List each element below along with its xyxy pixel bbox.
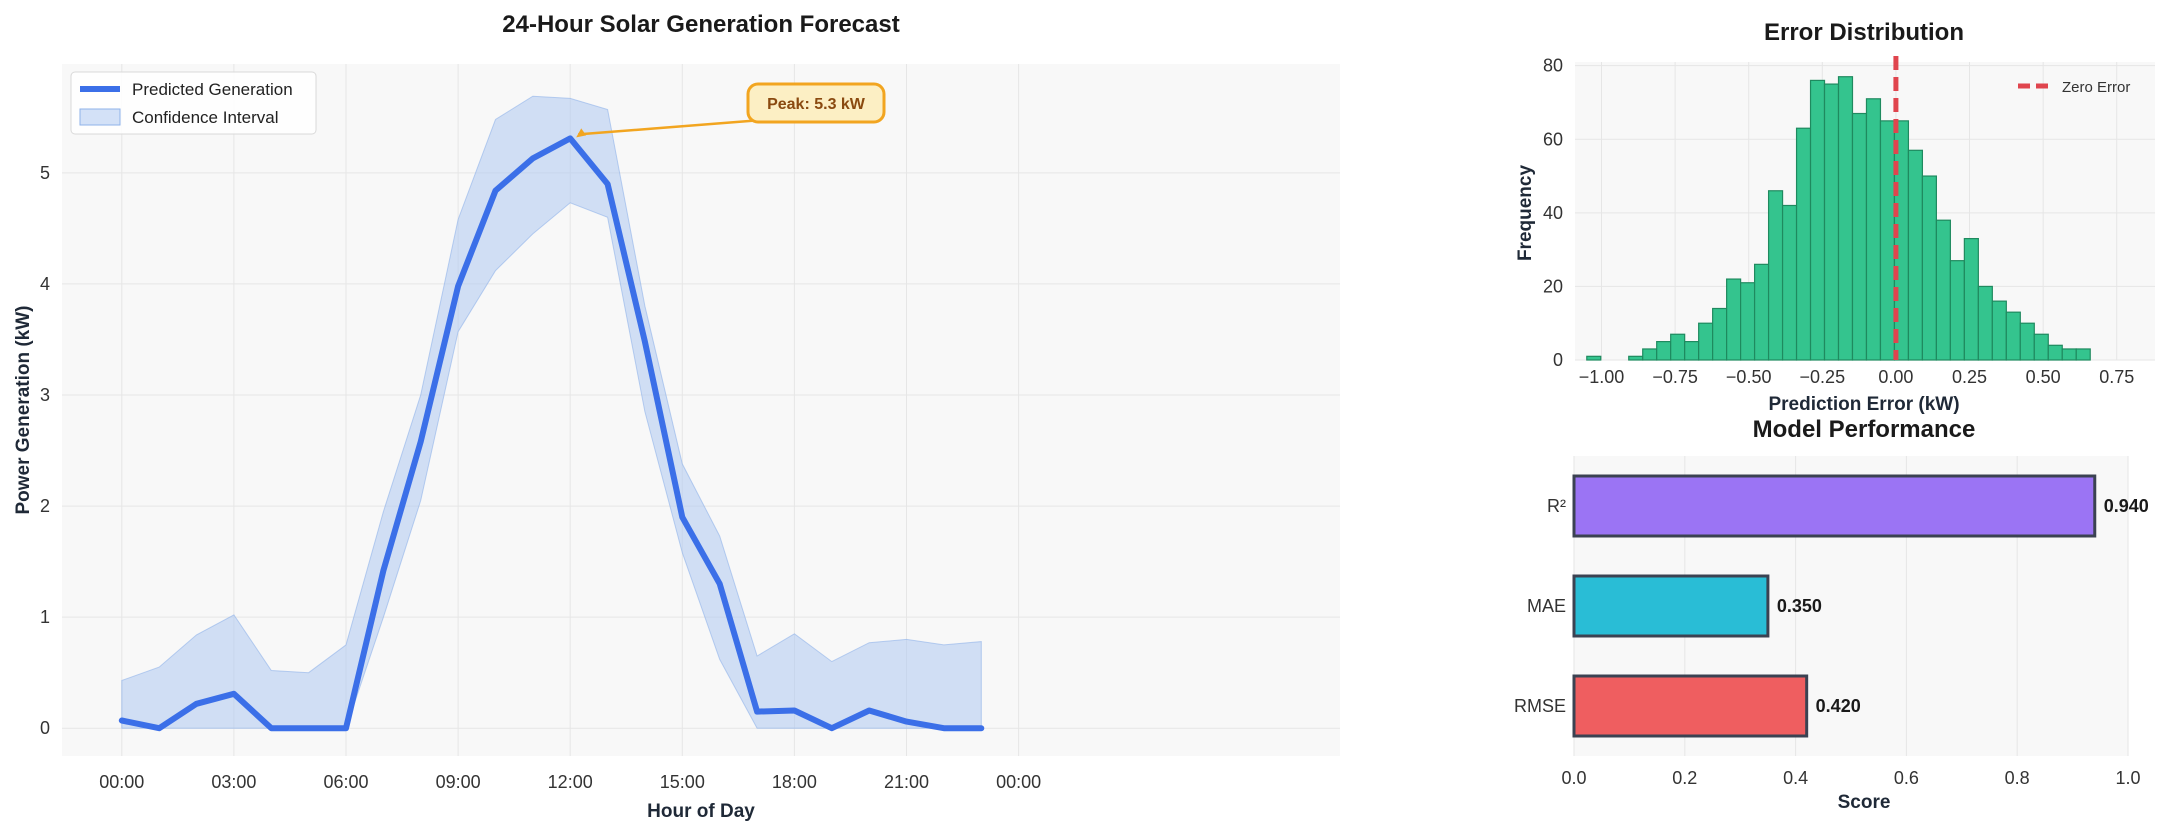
x-tick-label: −0.50	[1726, 367, 1772, 387]
chart-title: Model Performance	[1753, 416, 1976, 443]
histogram-bar	[1712, 307, 1728, 361]
x-tick-label: 0.6	[1894, 768, 1919, 788]
x-tick-label: 0.0	[1561, 768, 1586, 788]
legend-label-confidence: Confidence Interval	[132, 108, 278, 127]
x-tick-label: 09:00	[436, 772, 481, 792]
peak-annotation: Peak: 5.3 kW	[767, 96, 866, 113]
y-axis-label: Power Generation (kW)	[13, 305, 34, 514]
histogram-bar	[1809, 79, 1826, 361]
category-label: R²	[1547, 496, 1566, 516]
histogram-bar	[1698, 322, 1714, 361]
histogram-bar	[1851, 112, 1868, 361]
x-axis-label: Prediction Error (kW)	[1768, 394, 1959, 415]
histogram-bar	[1767, 190, 1784, 361]
annotation-arrow	[578, 118, 763, 136]
x-tick-label: 0.75	[2099, 367, 2134, 387]
y-tick-label: 40	[1543, 203, 1563, 223]
x-tick-label: 0.25	[1952, 367, 1987, 387]
y-tick-label: 4	[40, 274, 50, 294]
histogram-bar	[1823, 83, 1840, 361]
histogram-bar	[2019, 322, 2035, 361]
y-tick-label: 20	[1543, 276, 1563, 296]
y-tick-label: 0	[40, 718, 50, 738]
x-axis-label: Hour of Day	[647, 801, 755, 822]
histogram-bar	[1740, 282, 1756, 361]
histogram-bar	[1921, 175, 1937, 361]
y-tick-label: 5	[40, 163, 50, 183]
histogram-bar	[1781, 204, 1798, 361]
x-tick-label: 21:00	[884, 772, 929, 792]
histogram-bar	[1935, 219, 1951, 361]
histogram-bar	[1991, 300, 2007, 361]
histogram-bar	[1670, 333, 1686, 361]
series-line-predicted	[118, 135, 985, 732]
histogram-bar	[2005, 311, 2021, 361]
annotation-arrowhead	[576, 128, 587, 138]
x-tick-label: −0.75	[1652, 367, 1698, 387]
x-tick-label: 00:00	[996, 772, 1041, 792]
histogram-bar	[1977, 285, 1993, 361]
performance-bar	[1572, 674, 1809, 738]
y-tick-label: 80	[1543, 56, 1563, 76]
y-tick-label: 0	[1553, 350, 1563, 370]
plot-area	[62, 64, 1340, 756]
x-tick-label: 06:00	[323, 772, 368, 792]
histogram-bar	[1586, 355, 1602, 361]
legend-box	[70, 71, 317, 135]
histogram-bar	[1879, 120, 1896, 361]
histogram-bar	[1684, 341, 1700, 361]
histogram-bar	[2047, 344, 2063, 361]
x-tick-label: 0.4	[1783, 768, 1808, 788]
x-tick-label: −0.25	[1800, 367, 1846, 387]
histogram-bar	[1907, 149, 1924, 361]
performance-bar	[1572, 474, 2097, 538]
y-axis-label: Frequency	[1515, 165, 1536, 262]
x-tick-label: 0.50	[2026, 367, 2061, 387]
histogram-bar	[1795, 127, 1812, 361]
histogram-bar	[2061, 348, 2077, 361]
x-tick-label: 1.0	[2115, 768, 2140, 788]
x-tick-label: 03:00	[211, 772, 256, 792]
y-tick-label: 60	[1543, 129, 1563, 149]
histogram-bar	[1963, 237, 1979, 361]
legend-label-predicted: Predicted Generation	[132, 80, 293, 99]
histogram-bar	[1656, 341, 1672, 361]
x-tick-label: 0.00	[1878, 367, 1913, 387]
y-tick-label: 2	[40, 496, 50, 516]
histogram-bar	[2033, 333, 2049, 361]
histogram-bar	[1753, 263, 1770, 361]
histogram-bar	[1628, 355, 1644, 361]
chart-title: 24-Hour Solar Generation Forecast	[502, 11, 899, 38]
chart-title: Error Distribution	[1764, 19, 1964, 46]
bar-value-label: 0.420	[1816, 696, 1861, 716]
x-tick-label: 0.8	[2005, 768, 2030, 788]
x-tick-label: 00:00	[99, 772, 144, 792]
legend-swatch-confidence	[79, 108, 121, 126]
x-tick-label: 15:00	[660, 772, 705, 792]
x-axis-label: Score	[1838, 792, 1891, 813]
x-tick-label: −1.00	[1579, 367, 1625, 387]
histogram-bar	[1642, 348, 1658, 361]
histogram-bar	[1726, 278, 1742, 361]
histogram-bar	[1893, 120, 1910, 361]
bar-value-label: 0.940	[2104, 496, 2149, 516]
legend-label-zero-error: Zero Error	[2062, 79, 2130, 96]
x-tick-label: 18:00	[772, 772, 817, 792]
category-label: MAE	[1527, 596, 1566, 616]
bar-value-label: 0.350	[1777, 596, 1822, 616]
x-tick-label: 12:00	[548, 772, 593, 792]
y-tick-label: 3	[40, 385, 50, 405]
histogram-bar	[2075, 348, 2091, 361]
performance-bar	[1572, 574, 1770, 638]
histogram-bar	[1865, 98, 1882, 361]
histogram-bar	[1949, 260, 1965, 361]
x-tick-label: 0.2	[1672, 768, 1697, 788]
annotation-box	[746, 82, 886, 124]
histogram-bar	[1837, 76, 1854, 361]
category-label: RMSE	[1514, 696, 1566, 716]
y-tick-label: 1	[40, 607, 50, 627]
